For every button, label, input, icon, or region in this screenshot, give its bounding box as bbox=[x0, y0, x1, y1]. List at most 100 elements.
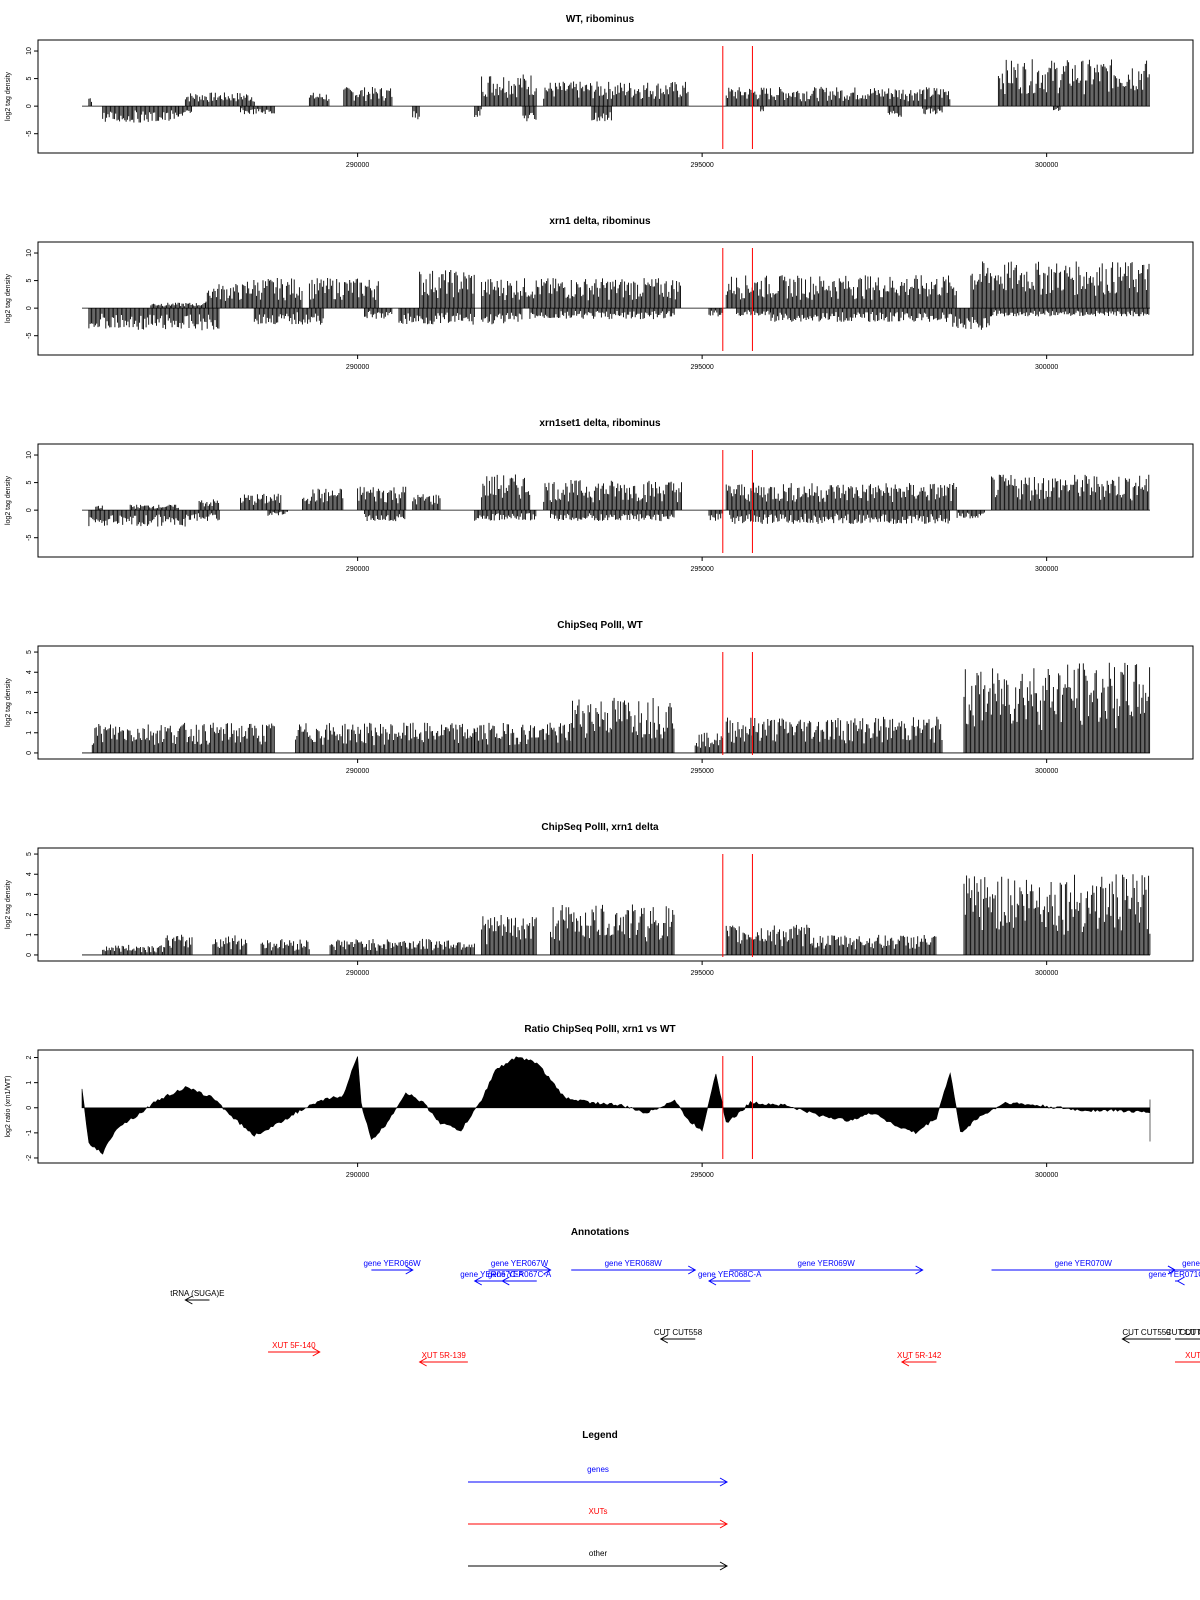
signal-plus-strand bbox=[811, 934, 937, 955]
y-tick-label: 10 bbox=[26, 47, 33, 55]
feature-label: CUT CUT560 bbox=[1166, 1328, 1200, 1337]
y-tick-label: 10 bbox=[26, 249, 33, 257]
gene-feature: gene YER067W bbox=[488, 1259, 552, 1275]
plot-frame bbox=[37, 1049, 1194, 1164]
signal-plus-strand bbox=[963, 874, 1151, 955]
signal-plus-strand bbox=[184, 92, 255, 107]
x-tick-label: 290000 bbox=[346, 566, 369, 573]
x-tick-label: 300000 bbox=[1035, 566, 1058, 573]
feature-arrowhead bbox=[473, 1276, 482, 1286]
signal-plus-strand bbox=[550, 904, 675, 955]
signal-plus-strand bbox=[95, 505, 103, 511]
feature-arrowhead bbox=[708, 1276, 717, 1286]
panel-ratio: Ratio ChipSeq PolII, xrn1 vs WT -2 -1 0 1 2 lo… bbox=[5, 1024, 1194, 1179]
feature-arrowhead bbox=[900, 1357, 910, 1367]
signal-minus-strand bbox=[474, 106, 482, 117]
signal-plus-strand bbox=[308, 92, 330, 107]
gene-feature: gene YER072W bbox=[1167, 1259, 1200, 1275]
x-tick-label: 290000 bbox=[346, 364, 369, 371]
x-tick-label: 300000 bbox=[1035, 970, 1058, 977]
signal-plus-strand bbox=[474, 722, 572, 753]
gene-feature: gene YER068W bbox=[571, 1259, 697, 1275]
feature-label: CUT CUT558 bbox=[654, 1328, 703, 1337]
feature-label: CUT CUT561 bbox=[1180, 1328, 1200, 1337]
panel-title: Ratio ChipSeq PolII, xrn1 vs WT bbox=[524, 1024, 675, 1035]
signal-plus-strand bbox=[543, 480, 682, 511]
gene-feature: gene YER070W bbox=[991, 1259, 1177, 1275]
y-tick-label: 4 bbox=[26, 670, 33, 674]
plot-frame bbox=[37, 39, 1194, 154]
signal-plus-strand bbox=[308, 278, 379, 309]
feature-arrowhead bbox=[1121, 1334, 1130, 1344]
y-tick-label: 0 bbox=[26, 104, 33, 108]
y-tick-label: 5 bbox=[26, 279, 33, 283]
gene-feature: gene YER068C-A bbox=[698, 1270, 762, 1286]
signal-plus-strand bbox=[260, 939, 310, 955]
signal-minus-strand bbox=[956, 510, 985, 519]
feature-arrowhead bbox=[659, 1334, 669, 1344]
signal-minus-strand bbox=[364, 308, 393, 319]
signal-minus-strand bbox=[887, 106, 902, 117]
signal-plus-strand bbox=[370, 722, 475, 753]
y-tick-label: 1 bbox=[26, 1081, 33, 1085]
legend-arrowhead bbox=[719, 1561, 729, 1571]
legend-item: XUTs bbox=[468, 1507, 729, 1529]
panel-xrn1: xrn1 delta, ribominus -5 0 5 10 log2 tag dens… bbox=[5, 216, 1194, 371]
y-tick-label: -5 bbox=[26, 534, 33, 540]
panel-title: xrn1set1 delta, ribominus bbox=[539, 418, 661, 429]
legend-label: XUTs bbox=[588, 1507, 607, 1516]
signal-minus-strand bbox=[949, 308, 991, 330]
signal-minus-strand bbox=[991, 308, 1150, 317]
signal-plus-strand bbox=[88, 98, 92, 107]
legend-item: genes bbox=[468, 1465, 729, 1487]
signal-minus-strand bbox=[522, 106, 537, 122]
signal-minus-strand bbox=[398, 308, 475, 325]
signal-plus-strand bbox=[205, 284, 247, 309]
signal-plus-strand bbox=[150, 302, 171, 309]
signal-plus-strand bbox=[246, 278, 303, 309]
signal-minus-strand bbox=[550, 510, 675, 522]
signal-minus-strand bbox=[481, 308, 523, 325]
feature-label: XUT 5R-139 bbox=[422, 1351, 467, 1360]
signal-plus-strand bbox=[970, 261, 1150, 309]
xut-feature: XUT 5F-140 bbox=[268, 1341, 321, 1357]
y-tick-label: -1 bbox=[26, 1130, 33, 1136]
y-tick-label: 10 bbox=[26, 451, 33, 459]
legend-label: genes bbox=[587, 1465, 609, 1474]
signal-plus-strand bbox=[91, 722, 275, 753]
signal-plus-strand bbox=[481, 74, 537, 107]
feature-label: CUT CUT559 bbox=[1122, 1328, 1171, 1337]
y-tick-label: 1 bbox=[26, 731, 33, 735]
signal-plus-strand bbox=[997, 59, 1150, 107]
y-axis-label: log2 tag density bbox=[5, 879, 12, 929]
y-tick-label: 2 bbox=[26, 711, 33, 715]
signal-plus-strand bbox=[171, 302, 206, 309]
signal-minus-strand bbox=[412, 106, 420, 120]
feature-label: gene YER070W bbox=[1055, 1259, 1113, 1268]
legend: Legend genes XUTs other bbox=[468, 1430, 729, 1571]
signal-plus-strand bbox=[725, 924, 813, 955]
signal-plus-strand bbox=[543, 81, 689, 107]
x-tick-label: 295000 bbox=[690, 364, 713, 371]
y-tick-label: 0 bbox=[26, 1106, 33, 1110]
x-tick-label: 290000 bbox=[346, 162, 369, 169]
feature-arrowhead bbox=[184, 1295, 193, 1305]
y-axis-label: log2 ratio (xrn1/WT) bbox=[5, 1076, 12, 1138]
gene-feature: gene YER069W bbox=[729, 1259, 924, 1275]
y-tick-label: 0 bbox=[26, 751, 33, 755]
y-tick-label: 0 bbox=[26, 508, 33, 512]
signal-plus-strand bbox=[412, 494, 441, 511]
y-tick-label: 5 bbox=[26, 77, 33, 81]
gene-feature: gene YER067C-A bbox=[488, 1270, 552, 1286]
legend-arrowhead bbox=[719, 1519, 729, 1529]
feature-arrowhead bbox=[1167, 1265, 1177, 1275]
y-tick-label: 3 bbox=[26, 690, 33, 694]
feature-label: gene YER069W bbox=[798, 1259, 856, 1268]
signal-plus-strand bbox=[329, 938, 475, 955]
signal-plus-strand bbox=[725, 86, 951, 107]
panel-title: xrn1 delta, ribominus bbox=[549, 216, 651, 227]
y-tick-label: -5 bbox=[26, 130, 33, 136]
signal-minus-strand bbox=[760, 106, 764, 112]
signal-minus-strand bbox=[1053, 106, 1061, 111]
feature-arrowhead bbox=[915, 1265, 924, 1275]
